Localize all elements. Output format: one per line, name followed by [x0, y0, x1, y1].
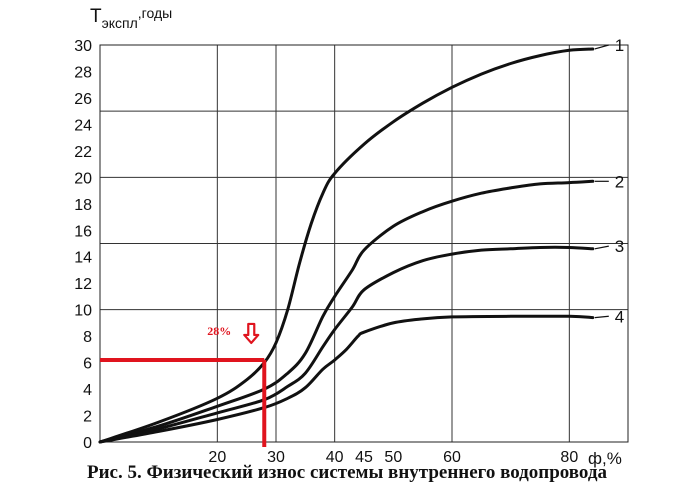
y-axis-title: Tэкспл,годы — [90, 5, 172, 31]
y-tick-label-2: 2 — [83, 409, 92, 426]
y-tick-label-6: 6 — [83, 356, 92, 373]
y-tick-label-4: 4 — [83, 382, 92, 399]
series-leader-1 — [594, 44, 609, 50]
x-tick-label-40: 40 — [326, 449, 344, 466]
series-leader-4 — [594, 315, 609, 319]
series-leader-3 — [594, 245, 609, 250]
y-tick-label-20: 20 — [74, 170, 92, 187]
x-tick-label-60: 60 — [443, 449, 461, 466]
series-label-4: 4 — [615, 307, 624, 326]
y-tick-label-18: 18 — [74, 197, 92, 214]
x-tick-label-50: 50 — [384, 449, 402, 466]
series-label-2: 2 — [615, 172, 624, 191]
y-tick-label-30: 30 — [74, 38, 92, 55]
down-arrow-icon — [243, 322, 260, 345]
x-tick-label-80: 80 — [560, 449, 578, 466]
y-axis-title-suffix: ,годы — [138, 5, 172, 21]
y-tick-label-12: 12 — [74, 276, 92, 293]
y-tick-label-16: 16 — [74, 223, 92, 240]
y-tick-label-0: 0 — [83, 435, 92, 452]
y-tick-label-28: 28 — [74, 64, 92, 81]
y-tick-label-10: 10 — [74, 303, 92, 320]
annotation-28-percent: 28% — [100, 322, 267, 447]
y-tick-label-26: 26 — [74, 91, 92, 108]
y-tick-label-22: 22 — [74, 144, 92, 161]
x-tick-label-20: 20 — [208, 449, 226, 466]
series-lines: 1 2 3 4 — [98, 36, 624, 444]
grid-lines — [100, 44, 628, 442]
figure-caption: Рис. 5. Физический износ системы внутрен… — [87, 462, 607, 483]
series-line-3 — [98, 245, 595, 444]
y-axis-title-sub: экспл — [102, 15, 138, 31]
x-axis-title: ф,% — [588, 449, 622, 468]
series-line-2 — [98, 179, 595, 444]
axes — [99, 44, 629, 443]
y-axis-title-main: T — [90, 6, 102, 27]
series-line-4 — [98, 314, 595, 444]
plot-frame — [99, 44, 629, 443]
x-tick-label-45: 45 — [355, 449, 373, 466]
y-tick-label-8: 8 — [83, 329, 92, 346]
y-tick-label-24: 24 — [74, 117, 92, 134]
annotation-label: 28% — [207, 324, 231, 338]
y-tick-label-14: 14 — [74, 250, 92, 267]
series-label-1: 1 — [615, 36, 624, 55]
series-line-1 — [98, 47, 595, 444]
x-tick-label-30: 30 — [267, 449, 285, 466]
series-label-3: 3 — [615, 237, 624, 256]
